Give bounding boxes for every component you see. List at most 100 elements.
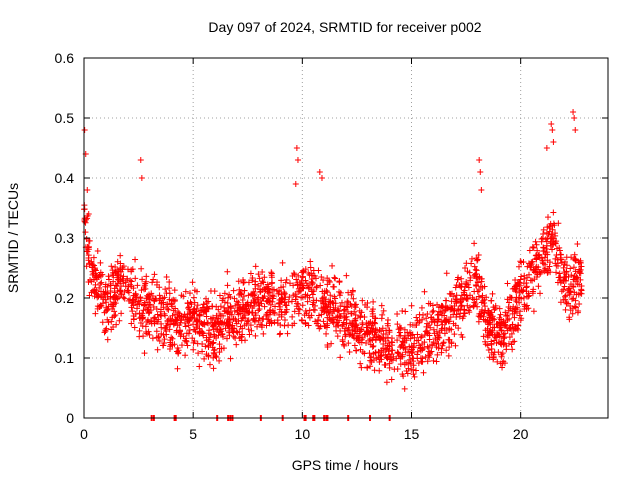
data-point: [394, 349, 401, 356]
data-point: [363, 324, 370, 331]
data-point: [259, 322, 266, 329]
data-point: [563, 262, 570, 269]
data-point: [189, 335, 196, 342]
data-point: [359, 320, 366, 327]
data-point: [494, 331, 501, 338]
data-point: [224, 335, 230, 342]
data-point: [268, 317, 275, 324]
data-point: [130, 313, 137, 320]
data-point: [572, 278, 579, 285]
data-point: [453, 313, 460, 320]
data-point: [241, 287, 248, 294]
data-point: [145, 309, 152, 316]
data-point: [517, 258, 524, 265]
data-point: [578, 263, 585, 270]
x-tick-label: 10: [295, 426, 311, 442]
data-point: [320, 318, 327, 325]
data-point: [200, 321, 207, 328]
data-point: [132, 298, 139, 305]
data-point: [185, 322, 192, 329]
data-point: [424, 320, 431, 327]
data-point: [205, 352, 212, 359]
data-point: [481, 299, 488, 306]
data-point: [352, 304, 359, 311]
data-point: [181, 320, 188, 327]
data-point: [195, 350, 202, 357]
data-point: [205, 298, 212, 305]
data-point: [443, 297, 450, 304]
data-point: [228, 305, 235, 312]
data-point: [146, 331, 153, 338]
data-point: [324, 289, 331, 296]
data-point: [247, 322, 254, 329]
data-point: [199, 304, 206, 311]
data-point: [527, 262, 534, 269]
data-point: [385, 340, 392, 347]
data-point: [128, 278, 135, 285]
data-point: [423, 315, 430, 322]
data-point: [556, 270, 563, 277]
data-point: [486, 354, 493, 361]
data-point: [210, 365, 217, 372]
data-point: [370, 343, 377, 350]
data-point: [144, 317, 151, 324]
data-point: [145, 291, 152, 298]
data-point: [112, 300, 119, 307]
data-point: [146, 296, 153, 303]
data-point: [382, 331, 389, 338]
data-point: [567, 307, 574, 314]
data-point: [532, 238, 539, 245]
data-point: [456, 282, 463, 289]
data-point: [420, 369, 427, 376]
data-point: [128, 320, 135, 327]
data-point: [146, 308, 153, 315]
data-point: [143, 295, 150, 302]
data-point: [118, 310, 125, 317]
data-point: [455, 274, 462, 281]
data-point: [553, 238, 560, 245]
data-point: [436, 330, 443, 337]
data-point: [320, 277, 327, 284]
data-point: [219, 331, 226, 338]
data-point: [341, 314, 348, 321]
data-point: [357, 314, 364, 321]
data-point: [284, 330, 291, 337]
data-point: [111, 313, 118, 320]
data-point: [130, 302, 137, 309]
data-point: [261, 303, 268, 310]
data-point: [269, 295, 276, 302]
data-point: [282, 279, 289, 286]
data-point: [265, 290, 272, 297]
data-point: [405, 365, 412, 372]
data-point: [339, 323, 346, 330]
data-point: [443, 316, 450, 323]
data-point: [115, 277, 122, 284]
data-point: [563, 299, 570, 306]
data-point: [330, 300, 337, 307]
data-point: [571, 289, 578, 296]
data-point: [317, 282, 324, 289]
data-point: [572, 304, 579, 311]
data-point: [335, 317, 342, 324]
data-point: [169, 312, 176, 319]
data-point: [463, 278, 470, 285]
data-point: [323, 330, 330, 337]
data-point: [288, 298, 295, 305]
data-point: [154, 346, 161, 353]
data-point: [397, 332, 404, 339]
data-point: [141, 350, 148, 357]
data-point: [543, 229, 550, 236]
data-point: [104, 336, 111, 343]
data-point: [362, 301, 369, 308]
data-point: [318, 305, 325, 312]
data-point: [338, 299, 345, 306]
data-point: [325, 277, 332, 284]
data-point: [145, 328, 152, 335]
data-point: [237, 323, 244, 330]
data-point: [576, 270, 583, 277]
x-tick-label: 5: [189, 426, 197, 442]
data-point: [281, 296, 288, 303]
data-point: [430, 316, 437, 323]
data-point: [540, 244, 547, 251]
data-point: [124, 266, 131, 273]
